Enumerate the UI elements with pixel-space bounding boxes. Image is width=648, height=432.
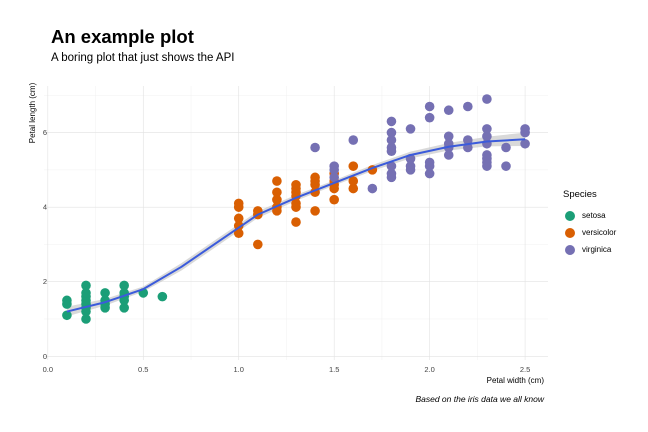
x-tick-label: 1.0 bbox=[234, 365, 244, 374]
smooth-line-layer bbox=[66, 138, 526, 313]
point-versicolor bbox=[348, 161, 359, 171]
point-virginica bbox=[310, 142, 320, 153]
x-tick-label: 2.5 bbox=[520, 365, 530, 374]
point-virginica bbox=[386, 161, 397, 171]
point-virginica bbox=[386, 135, 397, 145]
point-virginica bbox=[386, 142, 397, 153]
point-versicolor bbox=[272, 176, 282, 186]
legend-key-virginica bbox=[565, 244, 575, 255]
point-versicolor bbox=[233, 213, 244, 224]
point-virginica bbox=[443, 131, 454, 142]
x-tick-label: 0.5 bbox=[138, 365, 148, 374]
point-virginica bbox=[443, 105, 454, 116]
legend-key-setosa bbox=[565, 210, 575, 221]
point-virginica bbox=[501, 142, 511, 153]
point-virginica bbox=[405, 124, 416, 134]
point-virginica bbox=[348, 135, 359, 145]
point-versicolor bbox=[291, 179, 301, 190]
point-virginica bbox=[405, 161, 416, 171]
legend-item-virginica: virginica bbox=[563, 241, 616, 258]
legend-label-versicolor: versicolor bbox=[582, 228, 617, 237]
point-virginica bbox=[482, 150, 492, 160]
legend-item-versicolor: versicolor bbox=[563, 224, 616, 241]
point-virginica bbox=[482, 124, 492, 134]
point-virginica bbox=[424, 101, 435, 112]
point-virginica bbox=[424, 168, 435, 179]
point-virginica bbox=[386, 168, 397, 179]
point-virginica bbox=[329, 172, 339, 183]
point-virginica bbox=[501, 161, 511, 171]
x-tick-label: 0.0 bbox=[43, 365, 53, 374]
point-setosa bbox=[157, 291, 168, 302]
legend-title: Species bbox=[563, 189, 597, 200]
point-setosa bbox=[62, 310, 72, 321]
smooth-confidence-band bbox=[66, 132, 526, 317]
point-virginica bbox=[463, 101, 473, 112]
point-versicolor bbox=[348, 176, 359, 186]
point-virginica bbox=[463, 135, 473, 145]
point-versicolor bbox=[310, 172, 320, 183]
legend-items: setosa versicolor virginica bbox=[563, 207, 616, 258]
point-versicolor bbox=[348, 183, 359, 194]
point-virginica bbox=[386, 116, 397, 127]
point-versicolor bbox=[233, 198, 244, 209]
y-tick-label: 0 bbox=[43, 352, 47, 361]
point-setosa bbox=[81, 280, 91, 291]
chart-caption: Based on the iris data we all know bbox=[415, 394, 544, 404]
legend: Species setosa versicolor virginica bbox=[563, 189, 616, 258]
point-versicolor bbox=[253, 239, 263, 250]
y-tick-label: 6 bbox=[43, 128, 47, 137]
point-virginica bbox=[424, 157, 435, 168]
point-virginica bbox=[329, 161, 339, 171]
point-versicolor bbox=[291, 217, 301, 227]
point-virginica bbox=[482, 131, 492, 142]
point-versicolor bbox=[272, 187, 282, 198]
point-versicolor bbox=[291, 198, 301, 209]
point-setosa bbox=[62, 295, 72, 306]
x-tick-label: 2.0 bbox=[424, 365, 434, 374]
point-virginica bbox=[443, 150, 454, 160]
legend-key-versicolor bbox=[565, 227, 575, 238]
data-points bbox=[62, 94, 530, 324]
x-axis-title: Petal width (cm) bbox=[487, 376, 545, 385]
legend-label-virginica: virginica bbox=[582, 245, 612, 254]
point-virginica bbox=[520, 138, 530, 149]
point-versicolor bbox=[233, 228, 244, 239]
point-virginica bbox=[386, 127, 397, 138]
y-tick-label: 4 bbox=[43, 203, 47, 212]
point-virginica bbox=[367, 183, 378, 194]
legend-label-setosa: setosa bbox=[582, 211, 606, 220]
point-setosa bbox=[119, 303, 129, 313]
x-tick-label: 1.5 bbox=[329, 365, 339, 374]
point-setosa bbox=[100, 288, 110, 298]
point-setosa bbox=[81, 314, 91, 324]
y-tick-label: 2 bbox=[43, 277, 47, 286]
point-virginica bbox=[424, 112, 435, 123]
axis-ticks: 0.0 0.5 1.0 1.5 2.0 2.5 0 2 4 6 bbox=[43, 128, 531, 374]
smooth-band-layer bbox=[66, 132, 526, 317]
smooth-line bbox=[66, 138, 526, 313]
point-versicolor bbox=[310, 206, 320, 216]
y-axis-title: Petal length (cm) bbox=[28, 82, 37, 143]
point-versicolor bbox=[272, 194, 282, 205]
point-setosa bbox=[119, 280, 129, 291]
point-virginica bbox=[482, 94, 492, 104]
point-virginica bbox=[520, 124, 530, 134]
point-setosa bbox=[81, 288, 91, 298]
legend-item-setosa: setosa bbox=[563, 207, 616, 224]
chart-title: An example plot bbox=[51, 26, 194, 47]
point-versicolor bbox=[329, 194, 339, 205]
chart-subtitle: A boring plot that just shows the API bbox=[51, 52, 235, 64]
